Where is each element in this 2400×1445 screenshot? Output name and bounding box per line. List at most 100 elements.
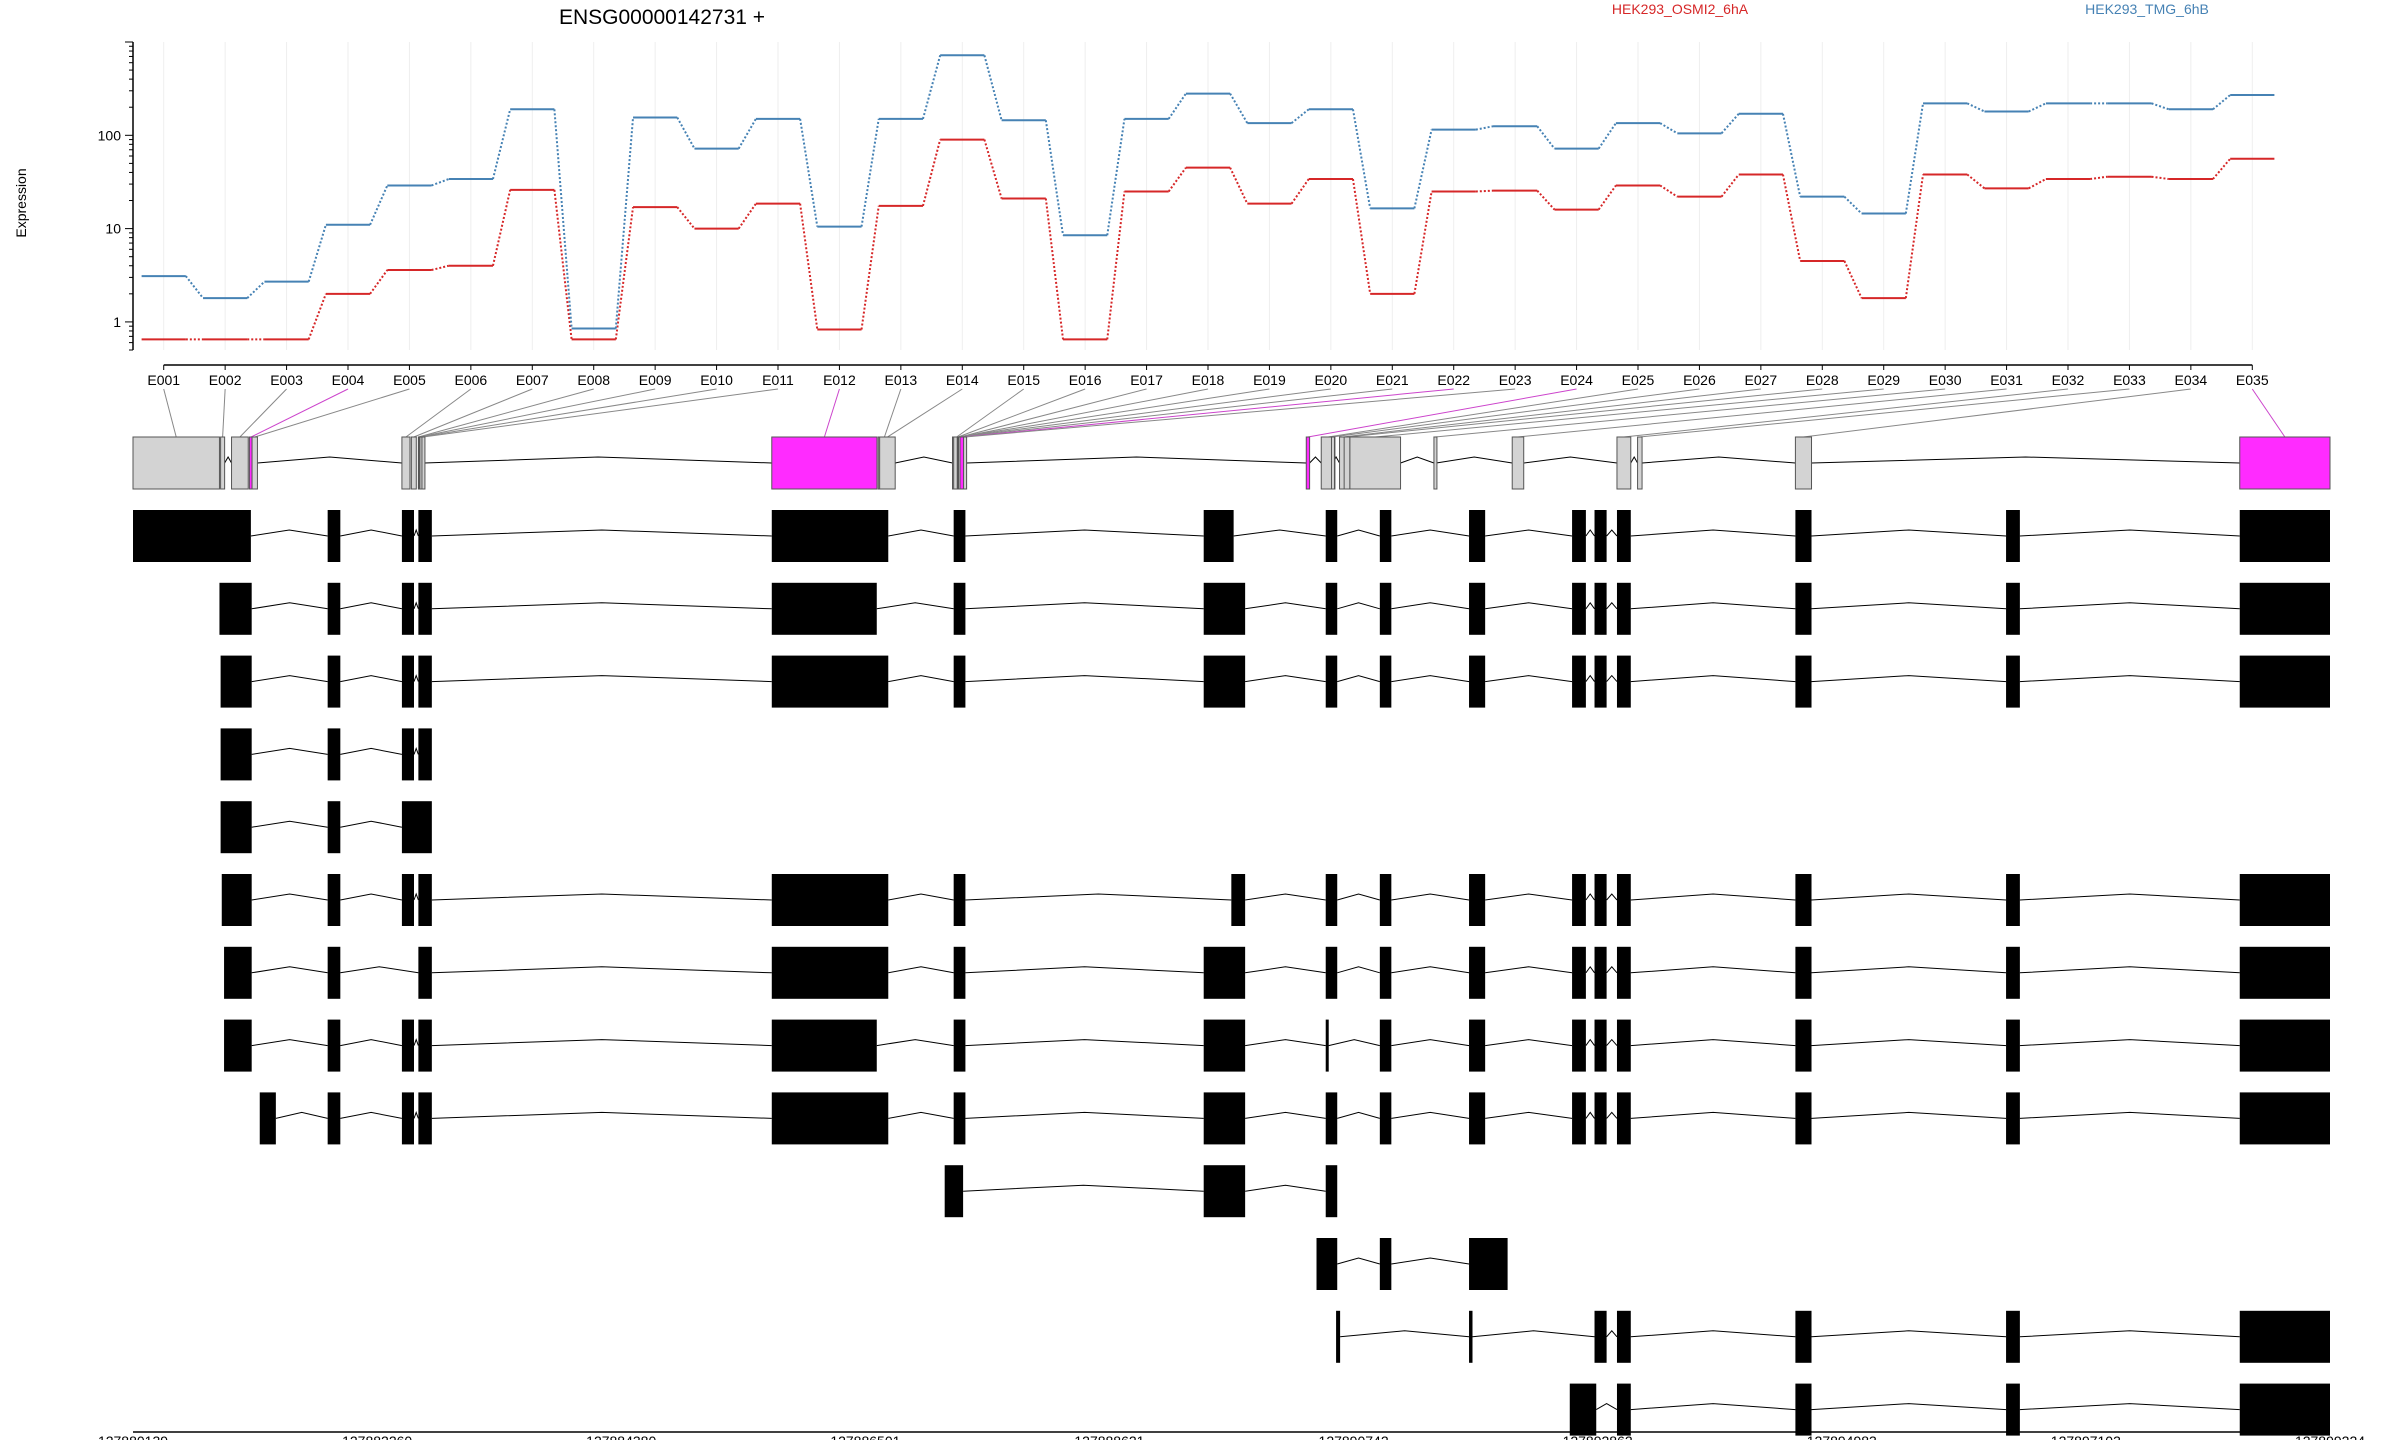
- transcript-intron: [1337, 529, 1380, 537]
- series-transition: [369, 269, 389, 295]
- transcript-intron: [1630, 1111, 1796, 1119]
- exon-connector: [959, 388, 1209, 438]
- exon-connector: [887, 388, 963, 438]
- transcript-intron: [1337, 893, 1380, 901]
- transcript-exon: [1616, 874, 1631, 926]
- series-transition: [431, 178, 450, 187]
- transcript-exon: [1795, 655, 1812, 708]
- transcript-exon: [1795, 1092, 1812, 1145]
- series-transition: [983, 139, 1003, 199]
- transcript-exon: [1325, 1092, 1338, 1145]
- exon-connector: [963, 388, 1454, 438]
- series-HEK293_OSMI2_6hA-transitions: [185, 139, 2231, 341]
- transcript-exon: [1795, 946, 1812, 999]
- exon-label: E026: [1683, 372, 1716, 388]
- transcript-exon: [2239, 946, 2330, 999]
- series-transition: [2089, 175, 2108, 181]
- genome-coordinate-axis: 127880139 127882260 127884380 127886501 1278…: [98, 1431, 2365, 1445]
- exon-connector: [1435, 388, 1946, 438]
- transcript-exon: [2239, 1310, 2330, 1363]
- transcript-intron: [1811, 1039, 2007, 1047]
- series-transition: [1843, 195, 1863, 215]
- exon-label: E004: [332, 372, 365, 388]
- series-transition: [1044, 120, 1065, 236]
- series-transition: [2151, 175, 2169, 181]
- transcript-intron: [1337, 602, 1380, 610]
- transcript-intron: [340, 602, 403, 610]
- transcript-intron: [1811, 966, 2007, 974]
- transcript-exon: [327, 801, 341, 854]
- transcript-row: [219, 582, 2330, 635]
- transcript-exon: [327, 510, 341, 562]
- transcript-row: [224, 1019, 2330, 1072]
- exon-label: E035: [2236, 372, 2269, 388]
- exon-connector: [883, 388, 902, 438]
- flat-intron: [1400, 456, 1435, 464]
- transcript-exon: [1594, 1092, 1607, 1145]
- transcript-exon: [953, 582, 966, 635]
- exon-connector: [1342, 388, 1761, 438]
- flat-exon: [220, 436, 226, 490]
- transcript-intron: [1595, 1403, 1618, 1411]
- exon-label: E008: [577, 372, 610, 388]
- transcript-intron: [1606, 1330, 1618, 1338]
- genome-tick-label: 127894983: [1807, 1433, 1877, 1440]
- transcript-exon: [1379, 874, 1392, 926]
- transcript-row: [1316, 1238, 1508, 1290]
- transcript-intron: [2019, 1330, 2240, 1338]
- series-transition: [1536, 190, 1556, 211]
- transcript-exon: [1336, 1310, 1341, 1363]
- transcript-exon: [2239, 582, 2330, 635]
- exon-connector: [405, 388, 472, 438]
- exon-label: E014: [946, 372, 979, 388]
- flat-intron: [966, 456, 1307, 464]
- transcript-exon: [327, 1019, 341, 1072]
- chart-title: ENSG00000142731 +: [559, 6, 765, 29]
- transcript-exon: [327, 582, 341, 635]
- transcript-exon: [2239, 874, 2330, 926]
- transcript-exon: [1594, 510, 1607, 562]
- transcript-intron: [251, 602, 328, 610]
- transcript-exon: [1379, 1092, 1392, 1145]
- transcript-row: [944, 1165, 1338, 1218]
- series-transition: [922, 139, 942, 207]
- transcript-intron: [413, 746, 419, 755]
- flat-exon: [410, 436, 417, 490]
- transcript-intron: [1811, 675, 2007, 683]
- transcript-intron: [1485, 529, 1573, 537]
- transcript-exon: [2006, 1092, 2020, 1145]
- series-transition: [1475, 189, 1494, 193]
- exon-label: E019: [1253, 372, 1286, 388]
- y-axis-label: Expression: [13, 168, 29, 237]
- transcript-exon: [418, 728, 432, 781]
- series-transition: [1597, 184, 1617, 211]
- transcript-intron: [1630, 1330, 1796, 1338]
- transcript-exon: [1594, 1310, 1607, 1363]
- transcript-intron: [1485, 1111, 1573, 1119]
- series-transition: [307, 293, 327, 340]
- series-transition: [1413, 191, 1433, 294]
- transcript-exon: [1572, 1019, 1586, 1072]
- transcript-exon: [401, 582, 414, 635]
- transcript-intron: [413, 1038, 419, 1046]
- transcript-row: [259, 1092, 2330, 1145]
- transcript-intron: [1630, 602, 1796, 610]
- transcript-intron: [1391, 675, 1470, 683]
- transcript-intron: [1391, 893, 1470, 901]
- transcript-intron: [2019, 966, 2240, 974]
- transcript-intron: [340, 1039, 403, 1047]
- transcript-exon: [1616, 655, 1631, 708]
- transcript-exon: [220, 728, 252, 781]
- exon-connector: [1803, 388, 2191, 438]
- transcript-exon: [1795, 1383, 1812, 1436]
- series-transition: [737, 118, 757, 150]
- exon-connector: [418, 388, 594, 438]
- exon-label: E023: [1499, 372, 1532, 388]
- transcript-row: [1336, 1310, 2330, 1363]
- flat-exon: [1616, 436, 1632, 490]
- series-transition: [1966, 102, 1985, 113]
- transcript-intron: [251, 675, 328, 683]
- transcript-intron: [965, 529, 1204, 537]
- transcript-intron: [1391, 1039, 1470, 1047]
